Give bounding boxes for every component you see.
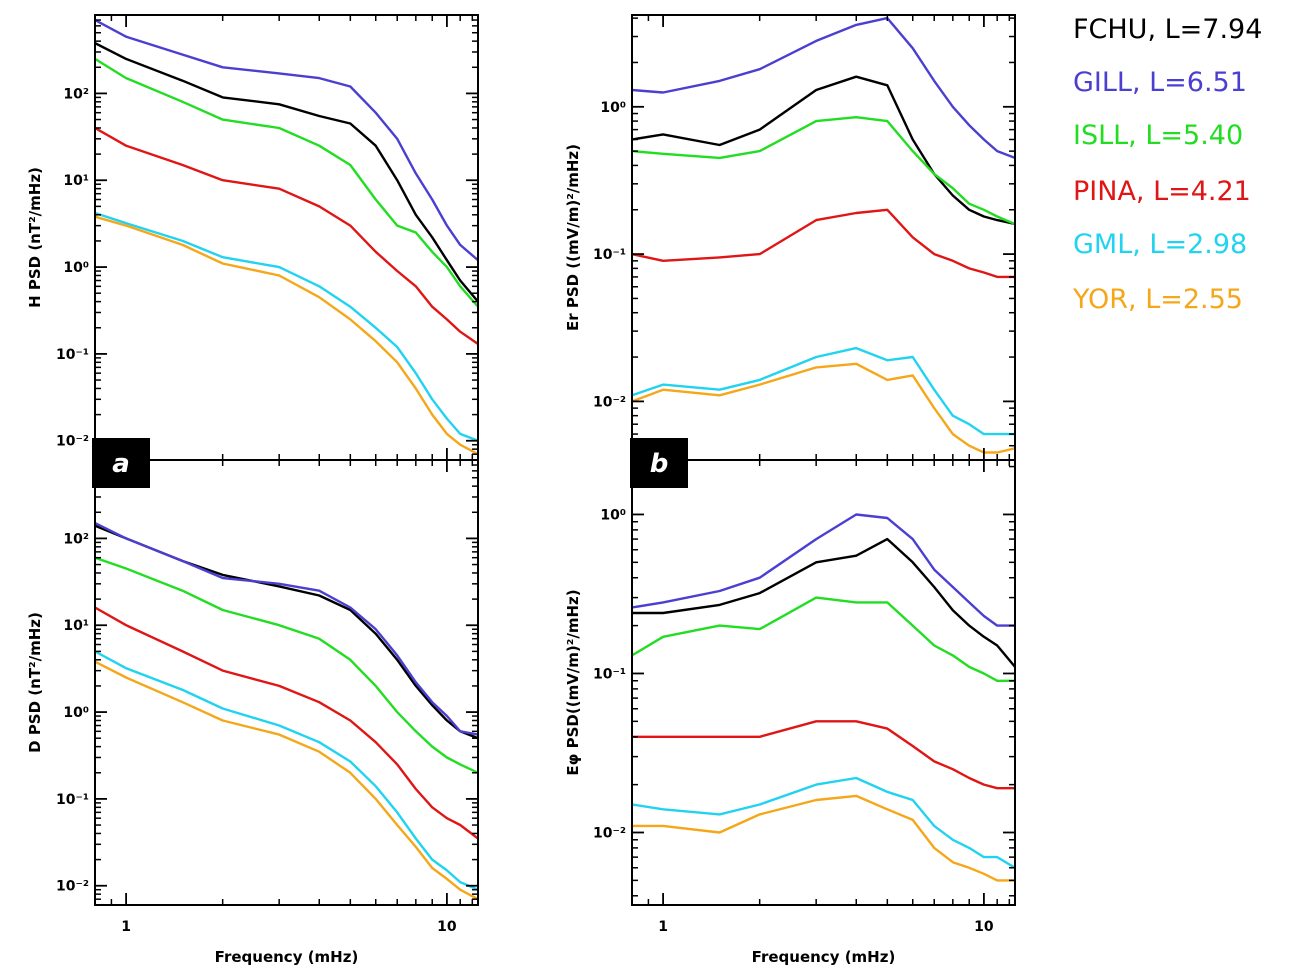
- x-tick-label: 10: [974, 919, 994, 935]
- legend-entry-fchu: FCHU, L=7.94: [1073, 14, 1262, 45]
- legend-entry-gill: GILL, L=6.51: [1073, 67, 1247, 98]
- series-group: [95, 18, 478, 456]
- plot-frame: [631, 459, 1016, 906]
- series-line-isll: [95, 556, 478, 774]
- y-tick-label: 10⁻¹: [56, 792, 89, 808]
- y-axis-label: Eφ PSD((mV/m)²/mHz): [564, 589, 582, 775]
- series-line-isll: [632, 115, 1015, 226]
- y-tick-label: 10⁰: [63, 705, 89, 721]
- series-group: [632, 513, 1015, 882]
- legend: FCHU, L=7.94 GILL, L=6.51 ISLL, L=5.40 P…: [1072, 14, 1262, 315]
- series-line-gill: [632, 513, 1015, 627]
- series-line-fchu: [95, 42, 478, 303]
- panel-label-a: a: [92, 438, 150, 488]
- series-line-gill: [632, 16, 1015, 160]
- x-axis-label: Frequency (mHz): [215, 948, 359, 966]
- y-tick-label: 10⁻¹: [593, 247, 626, 263]
- series-line-isll: [95, 57, 478, 308]
- x-axis-label: Frequency (mHz): [752, 948, 896, 966]
- panel-2: 10⁻² 10⁻¹ 10⁰ Er PSD ((mV/m)²/mHz): [564, 14, 1016, 461]
- y-tick-label: 10²: [63, 531, 89, 547]
- y-tick-label: 10⁻²: [56, 434, 89, 450]
- y-tick-label: 10²: [63, 86, 89, 102]
- panel-label-b: b: [630, 438, 688, 488]
- series-line-pina: [95, 126, 478, 345]
- y-tick-label: 10⁻²: [593, 394, 626, 410]
- legend-entry-isll: ISLL, L=5.40: [1073, 120, 1243, 151]
- y-tick-label: 10⁻¹: [593, 666, 626, 682]
- y-axis-label: Er PSD ((mV/m)²/mHz): [564, 144, 582, 331]
- y-tick-label: 10¹: [63, 618, 89, 634]
- y-tick-label: 10⁰: [600, 507, 626, 523]
- panel-1: 10⁻² 10⁻¹ 10⁰ 10¹ 10² H PSD (nT²/mHz): [26, 14, 479, 461]
- series-line-pina: [632, 208, 1015, 279]
- x-tick-label: 10: [437, 919, 457, 935]
- panel-3: 1 10 10⁻² 10⁻¹ 10⁰ 10¹ 10² D PSD (nT²/mHz) Frequ…: [26, 459, 479, 966]
- panel-label-b-text: b: [650, 449, 669, 479]
- series-line-yor: [632, 362, 1015, 454]
- y-tick-label: 10⁻²: [593, 825, 626, 841]
- x-tick-label: 1: [121, 919, 131, 935]
- series-line-gml: [632, 776, 1015, 869]
- legend-entry-pina: PINA, L=4.21: [1073, 176, 1251, 207]
- series-line-fchu: [95, 524, 478, 740]
- series-line-gill: [95, 522, 478, 736]
- y-axis-label: D PSD (nT²/mHz): [26, 612, 44, 753]
- series-line-pina: [632, 720, 1015, 790]
- series-line-gml: [95, 650, 478, 891]
- panels: 10⁻² 10⁻¹ 10⁰ 10¹ 10² H PSD (nT²/mHz) 10⁻² 10⁻¹…: [26, 14, 1016, 966]
- series-line-fchu: [632, 75, 1015, 226]
- x-tick-label: 1: [658, 919, 668, 935]
- series-group: [95, 522, 478, 901]
- plot-frame: [94, 459, 479, 906]
- y-tick-label: 10⁰: [63, 260, 89, 276]
- legend-entry-gml: GML, L=2.98: [1073, 229, 1247, 260]
- series-group: [632, 16, 1015, 454]
- y-axis-label: H PSD (nT²/mHz): [26, 167, 44, 308]
- series-line-gml: [95, 211, 478, 442]
- series-line-yor: [95, 660, 478, 901]
- legend-entry-yor: YOR, L=2.55: [1072, 284, 1243, 315]
- panel-4: 1 10 10⁻² 10⁻¹ 10⁰ Eφ PSD((mV/m)²/mHz) Frequen…: [564, 459, 1016, 966]
- series-line-yor: [95, 215, 478, 456]
- series-line-pina: [95, 606, 478, 840]
- series-line-gill: [95, 18, 478, 262]
- panel-label-a-text: a: [112, 449, 130, 479]
- series-line-isll: [632, 596, 1015, 682]
- y-tick-label: 10¹: [63, 173, 89, 189]
- y-tick-label: 10⁻¹: [56, 347, 89, 363]
- series-line-yor: [632, 794, 1015, 882]
- series-line-gml: [632, 346, 1015, 436]
- y-tick-label: 10⁰: [600, 100, 626, 116]
- y-tick-label: 10⁻²: [56, 879, 89, 895]
- series-line-fchu: [632, 537, 1015, 668]
